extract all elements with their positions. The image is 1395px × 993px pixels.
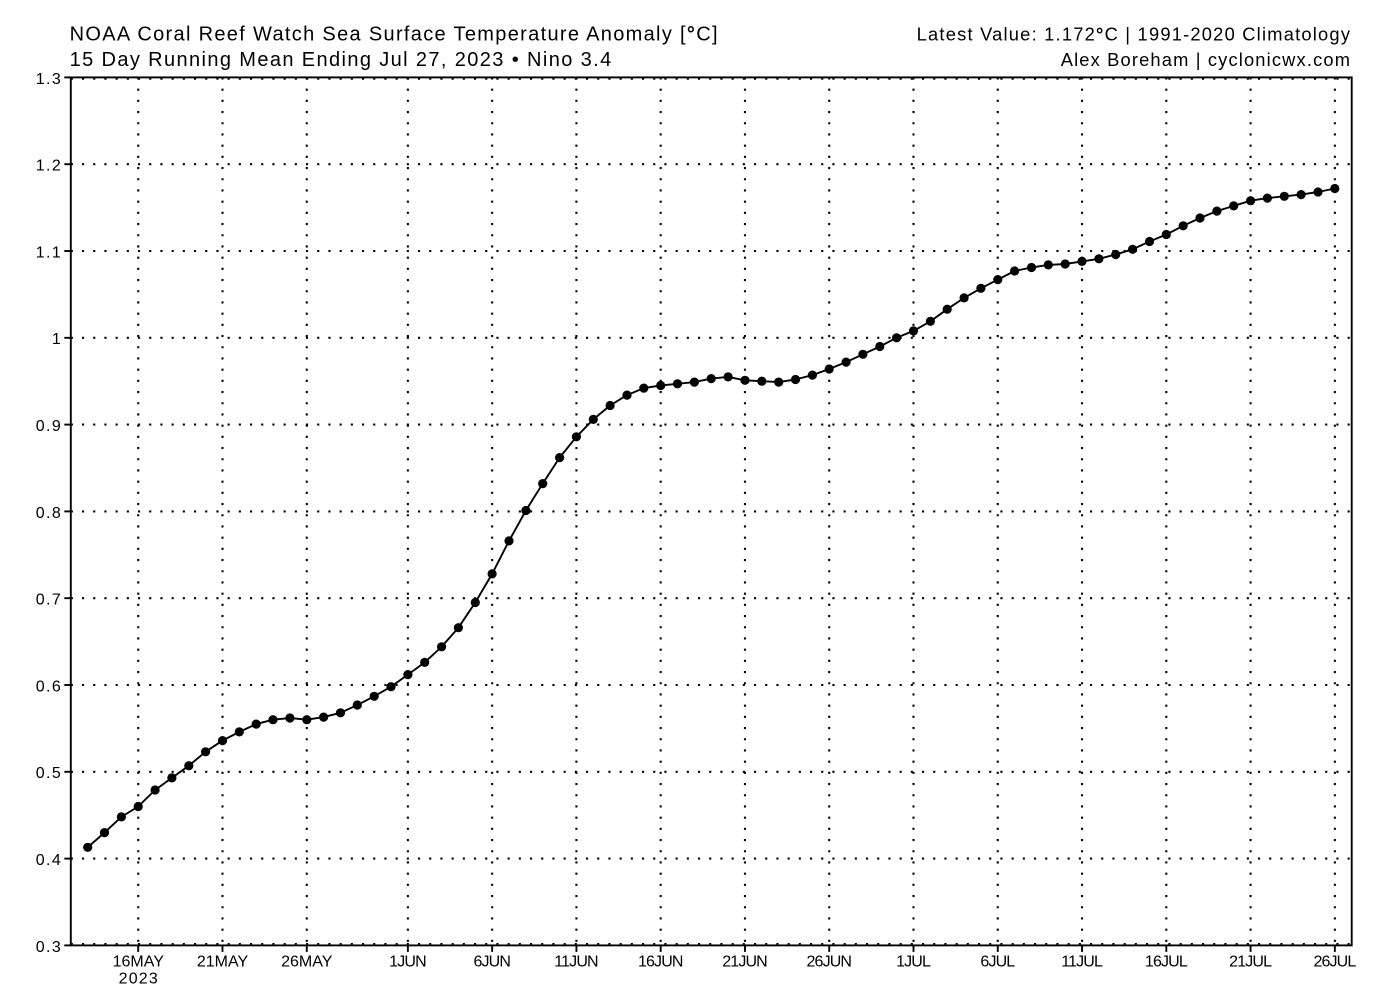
svg-text:16MAY: 16MAY: [113, 954, 165, 971]
svg-text:Alex Boreham | cyclonicwx.com: Alex Boreham | cyclonicwx.com: [1061, 49, 1351, 70]
svg-text:1.2: 1.2: [36, 158, 62, 175]
svg-text:26JUL: 26JUL: [1313, 954, 1356, 971]
svg-text:21MAY: 21MAY: [197, 954, 249, 971]
svg-text:6JUN: 6JUN: [473, 954, 510, 971]
svg-text:15 Day Running Mean Ending Jul: 15 Day Running Mean Ending Jul 27, 2023 …: [70, 49, 613, 71]
svg-text:0.6: 0.6: [36, 678, 62, 695]
svg-text:6JUL: 6JUL: [980, 954, 1015, 971]
svg-text:16JUN: 16JUN: [638, 954, 683, 971]
svg-text:1JUL: 1JUL: [896, 954, 931, 971]
svg-text:11JUN: 11JUN: [554, 954, 598, 971]
svg-text:0.5: 0.5: [36, 765, 62, 782]
svg-text:26MAY: 26MAY: [281, 954, 333, 971]
svg-text:1: 1: [52, 331, 62, 348]
svg-text:16JUL: 16JUL: [1145, 954, 1188, 971]
svg-text:26JUN: 26JUN: [806, 954, 851, 971]
svg-text:0.3: 0.3: [36, 939, 62, 956]
svg-text:0.7: 0.7: [36, 592, 62, 609]
svg-text:1.1: 1.1: [36, 244, 62, 261]
svg-text:NOAA Coral Reef Watch Sea Surf: NOAA Coral Reef Watch Sea Surface Temper…: [70, 23, 719, 45]
svg-text:0.8: 0.8: [36, 505, 62, 522]
svg-text:11JUL: 11JUL: [1061, 954, 1103, 971]
svg-text:1JUN: 1JUN: [389, 954, 426, 971]
svg-text:2023: 2023: [119, 970, 159, 987]
svg-text:Latest Value: 1.172°C | 1991-2: Latest Value: 1.172°C | 1991-2020 Climat…: [917, 24, 1352, 45]
svg-text:0.4: 0.4: [36, 852, 62, 869]
svg-text:21JUL: 21JUL: [1229, 954, 1272, 971]
svg-text:0.9: 0.9: [36, 418, 62, 435]
svg-text:1.3: 1.3: [36, 71, 62, 88]
svg-text:21JUN: 21JUN: [722, 954, 767, 971]
